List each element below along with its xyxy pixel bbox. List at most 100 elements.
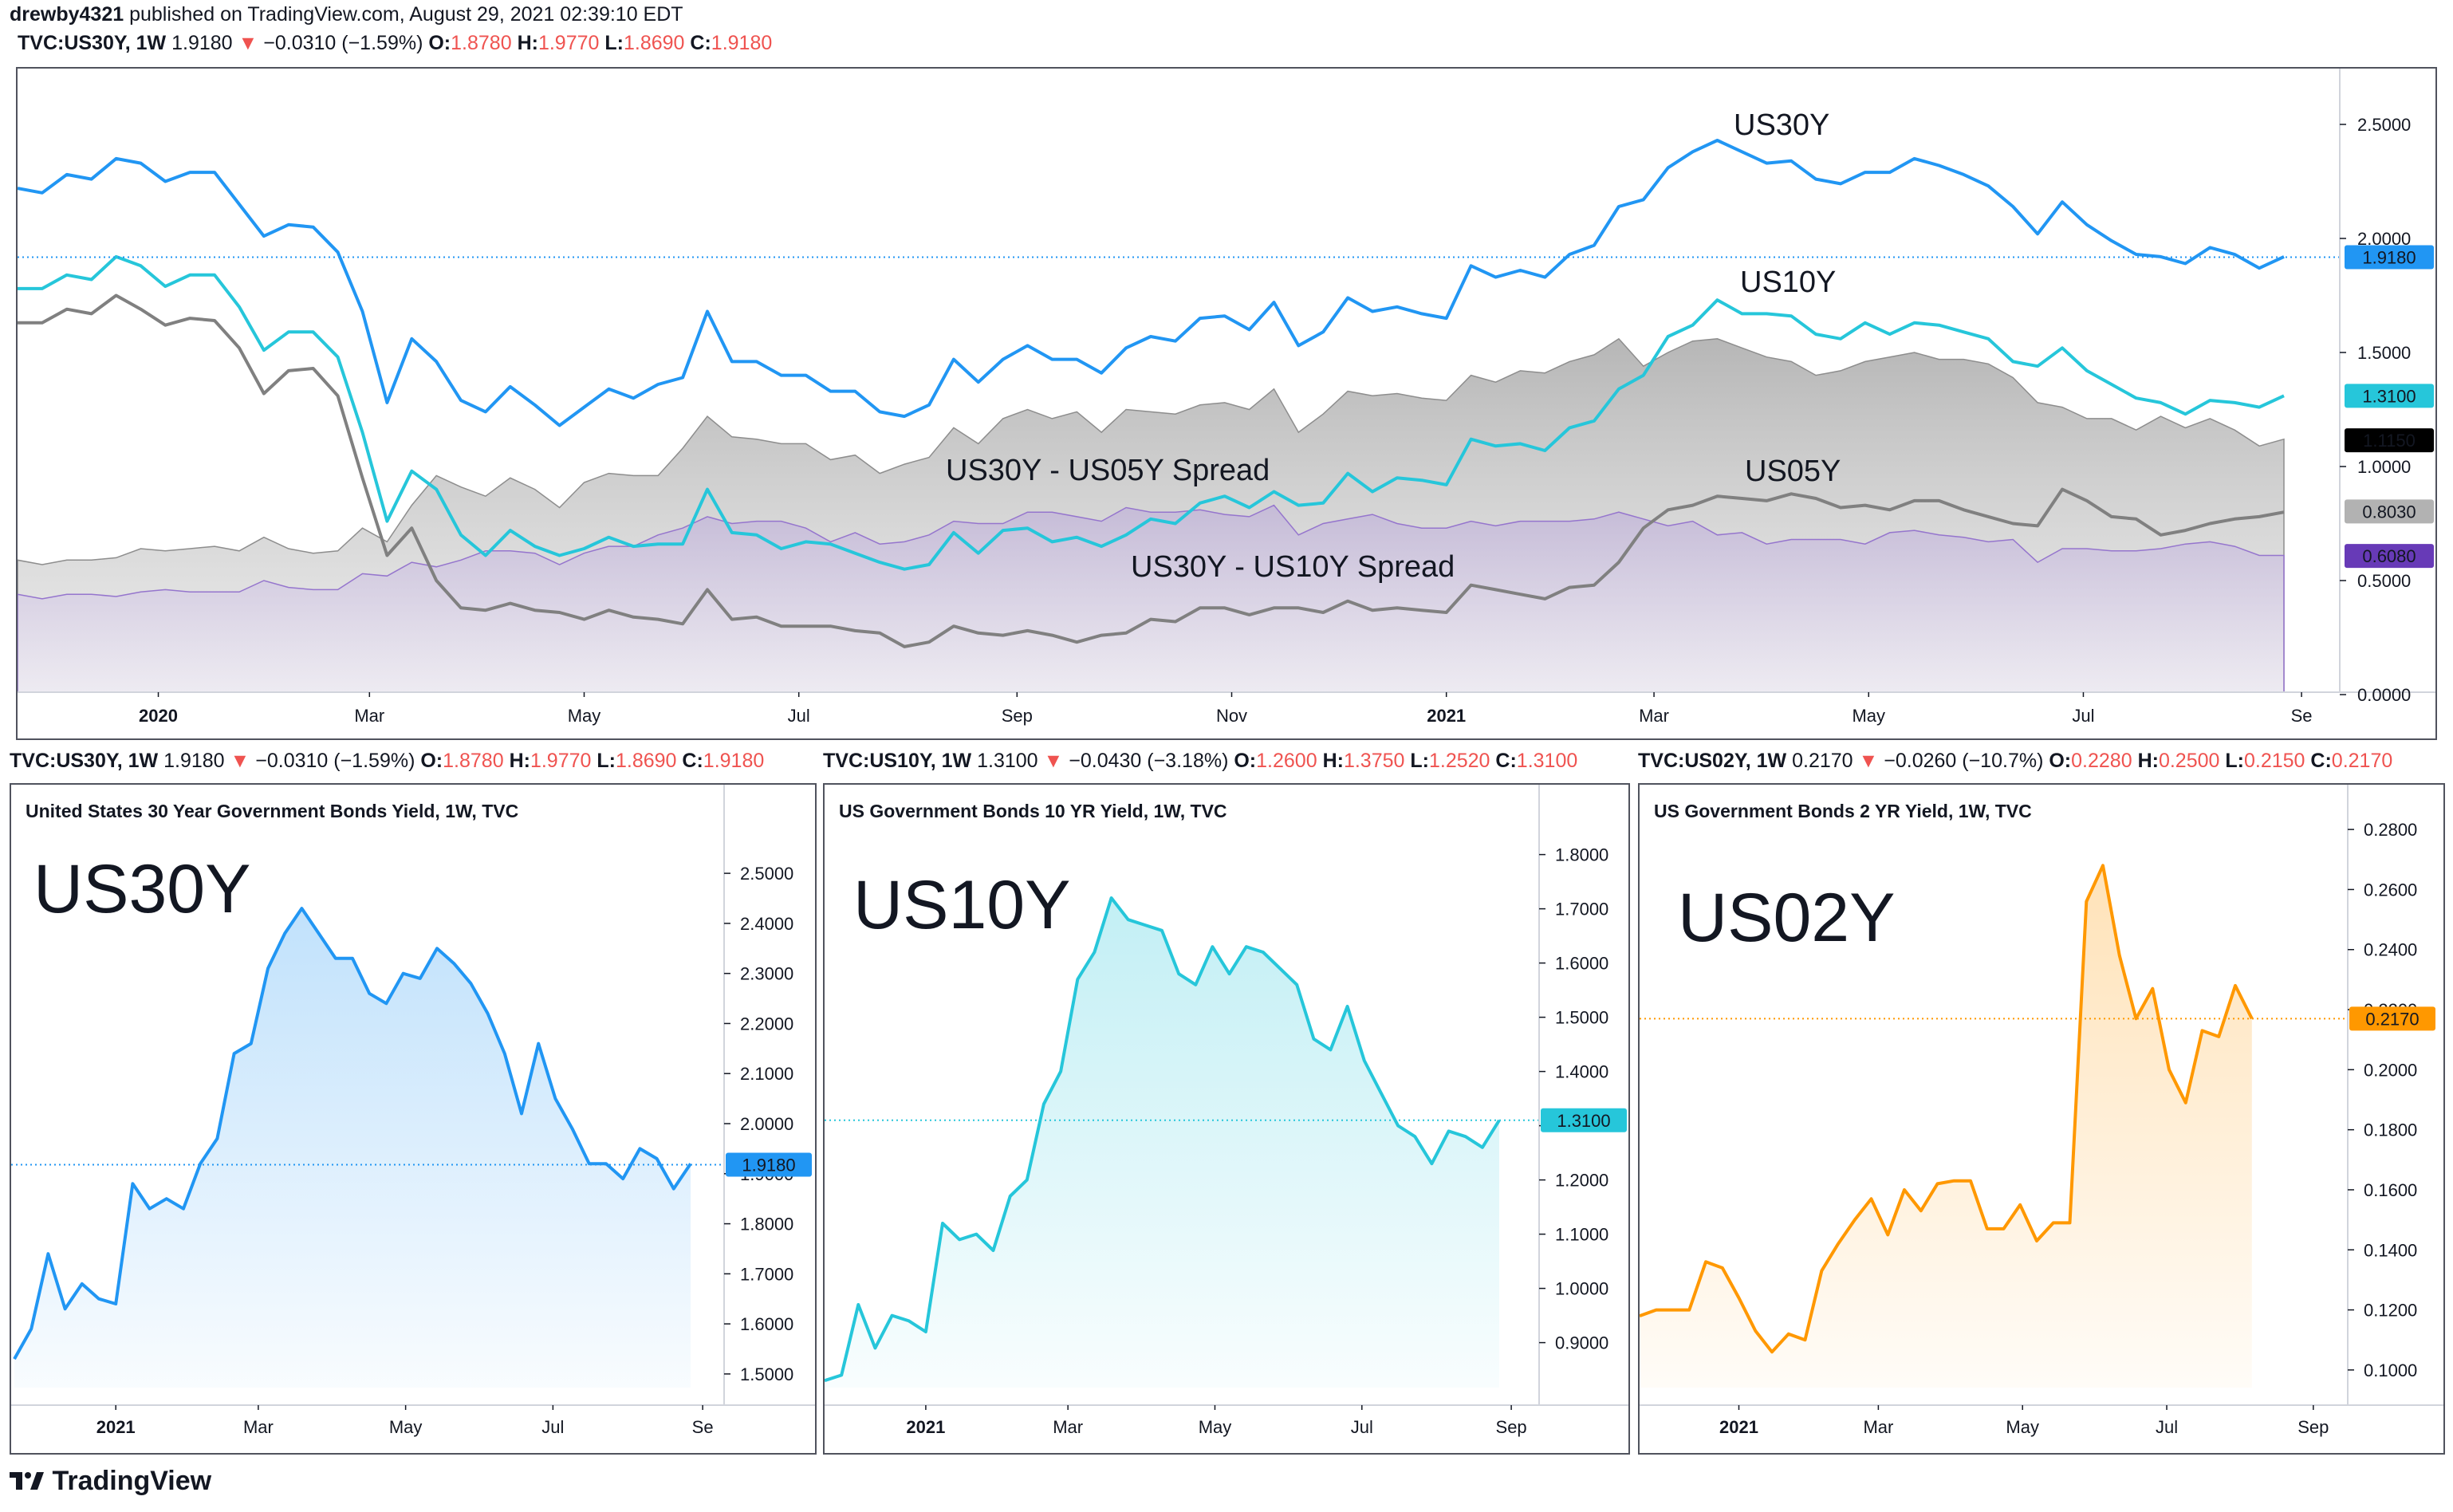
- down-arrow-icon: ▼: [238, 32, 258, 54]
- y-tick-label: 0.1000: [2364, 1360, 2417, 1380]
- open-label: O:: [2049, 750, 2072, 772]
- us30y-chart-svg[interactable]: US30Y 2.5000 2.4000 2.3000 2.2000 2.1000 2.000…: [11, 785, 815, 1453]
- p30-legend-symbol[interactable]: TVC:US30Y, 1W: [10, 750, 159, 772]
- y-tick-label: 1.2000: [1555, 1171, 1608, 1191]
- p10-legend-symbol[interactable]: TVC:US10Y, 1W: [823, 750, 972, 772]
- low-label: L:: [2225, 750, 2244, 772]
- us10y-panel-title: US Government Bonds 10 YR Yield, 1W, TVC: [839, 801, 1227, 821]
- y-tick-label: 2.5000: [2357, 115, 2411, 135]
- p02-legend-high: 0.2500: [2158, 750, 2220, 772]
- x-tick-label: May: [1199, 1417, 1232, 1437]
- p30-legend-change: −0.0310 (−1.59%): [255, 750, 415, 772]
- y-tick-label: 1.0000: [1555, 1279, 1608, 1299]
- us10y-chart-svg[interactable]: US10Y1.80001.70001.60001.50001.40001.300…: [825, 785, 1628, 1453]
- p02-legend-last: 0.2170: [1792, 750, 1853, 772]
- x-tick-label: Mar: [1863, 1417, 1893, 1437]
- yield-line: [1640, 864, 2254, 1354]
- open-label: O:: [420, 750, 443, 772]
- price-label: 0.8030: [2345, 499, 2434, 524]
- us02y-panel[interactable]: US02Y0.28000.26000.24000.22000.20000.180…: [1638, 783, 2445, 1455]
- main-legend-symbol[interactable]: TVC:US30Y, 1W: [18, 32, 167, 54]
- price-label-text: 0.8030: [2362, 502, 2416, 522]
- y-tick-label: 1.6000: [740, 1314, 793, 1334]
- y-tick-label: 0.2400: [2364, 940, 2417, 960]
- main-legend-change: −0.0310 (−1.59%): [263, 32, 423, 54]
- high-label: H:: [509, 750, 530, 772]
- x-tick-label: Mar: [1053, 1417, 1083, 1437]
- x-tick-label: Mar: [1639, 706, 1669, 726]
- us30y-panel-title: United States 30 Year Government Bonds Y…: [26, 801, 519, 821]
- down-arrow-icon: ▼: [230, 750, 250, 772]
- main-legend-last: 1.9180: [171, 32, 233, 54]
- price-label: 1.9180: [2345, 245, 2434, 270]
- us02y-panel-title: US Government Bonds 2 YR Yield, 1W, TVC: [1654, 801, 2032, 821]
- p02-legend: TVC:US02Y, 1W 0.2170 ▼ −0.0260 (−10.7%) …: [1638, 750, 2392, 773]
- price-label-text: 1.1150: [2363, 431, 2416, 451]
- last-price-label-text: 1.3100: [1557, 1111, 1610, 1131]
- x-tick-label: Jul: [2156, 1417, 2178, 1437]
- price-label-bg: [2345, 384, 2434, 408]
- y-tick-label: 0.9000: [1555, 1333, 1608, 1353]
- low-label: L:: [1410, 750, 1429, 772]
- y-tick-label: 0.5000: [2357, 571, 2411, 591]
- us10y-panel[interactable]: US10Y1.80001.70001.60001.50001.40001.300…: [823, 783, 1630, 1455]
- x-tick-label: 2020: [139, 706, 178, 726]
- down-arrow-icon: ▼: [1858, 750, 1879, 772]
- y-tick-label: 1.1000: [1555, 1225, 1608, 1245]
- close-label: C:: [690, 32, 711, 54]
- yield-area: [825, 898, 1499, 1388]
- high-label: H:: [1322, 750, 1344, 772]
- y-tick-label: 0.1400: [2364, 1240, 2417, 1260]
- us10y-line: [18, 254, 2285, 571]
- last-price-label: 1.3100: [1541, 1108, 1627, 1132]
- x-tick-label: 2021: [906, 1417, 945, 1437]
- y-tick-label: 2.3000: [740, 964, 793, 984]
- p10-legend-change: −0.0430 (−3.18%): [1069, 750, 1229, 772]
- close-label: C:: [2310, 750, 2332, 772]
- y-tick-label: 1.8000: [1555, 845, 1608, 865]
- y-tick-label: 2.0000: [740, 1114, 793, 1134]
- x-tick-label: May: [2006, 1417, 2039, 1437]
- x-tick-label: May: [389, 1417, 423, 1437]
- main-chart-svg[interactable]: 2.50002.00001.50001.00000.50000.00002020…: [18, 69, 2435, 738]
- series-annotation: US30Y - US10Y Spread: [1131, 550, 1455, 584]
- publish-info: published on TradingView.com, August 29,…: [124, 3, 683, 26]
- tradingview-logo[interactable]: TradingView: [10, 1466, 211, 1497]
- p30-legend-close: 1.9180: [703, 750, 765, 772]
- main-chart-panel[interactable]: 2.5000 2.0000 1.5000 1.0000 0.5000 0.0000 2020…: [16, 67, 2437, 740]
- y-tick-label: 1.5000: [740, 1364, 793, 1384]
- series-annotation: US05Y: [1745, 455, 1841, 488]
- y-tick-label: 2.4000: [740, 914, 793, 934]
- series-annotation: US30Y: [1734, 108, 1829, 142]
- close-label: C:: [682, 750, 703, 772]
- p02-legend-close: 0.2170: [2331, 750, 2393, 772]
- price-label-bg: [2345, 428, 2434, 453]
- main-legend-high: 1.9770: [537, 32, 600, 54]
- x-tick-label: Mar: [243, 1417, 274, 1437]
- last-price-label-bg: [1541, 1108, 1627, 1132]
- x-tick-label: 2021: [1719, 1417, 1758, 1437]
- tradingview-logo-icon: [10, 1472, 44, 1490]
- y-tick-label: 0.2000: [2364, 1060, 2417, 1080]
- y-tick-label: 1.7000: [1555, 900, 1608, 919]
- y-tick-label: 2.2000: [740, 1014, 793, 1034]
- us30y-panel[interactable]: US30Y 2.5000 2.4000 2.3000 2.2000 2.1000 2.000…: [10, 783, 817, 1455]
- p30-legend-last: 1.9180: [163, 750, 225, 772]
- x-tick-label: 2021: [96, 1417, 136, 1437]
- last-price-label-bg: [2349, 1006, 2435, 1031]
- price-label: 0.6080: [2345, 544, 2434, 569]
- p02-legend-symbol[interactable]: TVC:US02Y, 1W: [1638, 750, 1787, 772]
- open-label: O:: [428, 32, 451, 54]
- main-legend-close: 1.9180: [711, 32, 773, 54]
- y-tick-label: 2.5000: [740, 864, 793, 884]
- high-label: H:: [517, 32, 538, 54]
- symbol-watermark: US10Y: [853, 867, 1071, 943]
- us02y-chart-svg[interactable]: US02Y0.28000.26000.24000.22000.20000.180…: [1640, 785, 2443, 1453]
- p30-legend-open: 1.8780: [443, 750, 504, 772]
- y-tick-label: 1.6000: [1555, 954, 1608, 974]
- p02-legend-low: 0.2150: [2243, 750, 2305, 772]
- author-name[interactable]: drewby4321: [10, 3, 124, 26]
- p10-legend: TVC:US10Y, 1W 1.3100 ▼ −0.0430 (−3.18%) …: [823, 750, 1577, 773]
- tradingview-logo-text: TradingView: [52, 1466, 212, 1496]
- open-label: O:: [1234, 750, 1257, 772]
